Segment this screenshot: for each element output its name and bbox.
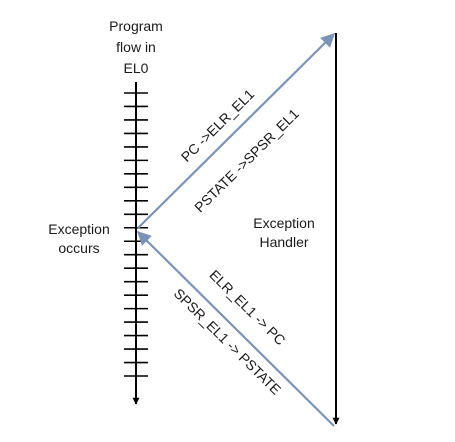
- exception-return-arrow: [137, 231, 335, 427]
- timeline-ticks: [124, 92, 148, 377]
- exception-entry-arrow: [137, 33, 335, 229]
- exception-occurs-line-2: occurs: [58, 240, 99, 256]
- title-line-3: EL0: [124, 60, 149, 76]
- handler-label-line-1: Exception: [253, 215, 314, 231]
- title-line-2: flow in: [116, 39, 156, 55]
- exception-occurs-line-1: Exception: [48, 221, 109, 237]
- handler-label-line-2: Handler: [259, 234, 308, 250]
- title-line-1: Program: [109, 18, 163, 34]
- return-label-pstate: SPSR_EL1 -> PSTATE: [171, 285, 284, 398]
